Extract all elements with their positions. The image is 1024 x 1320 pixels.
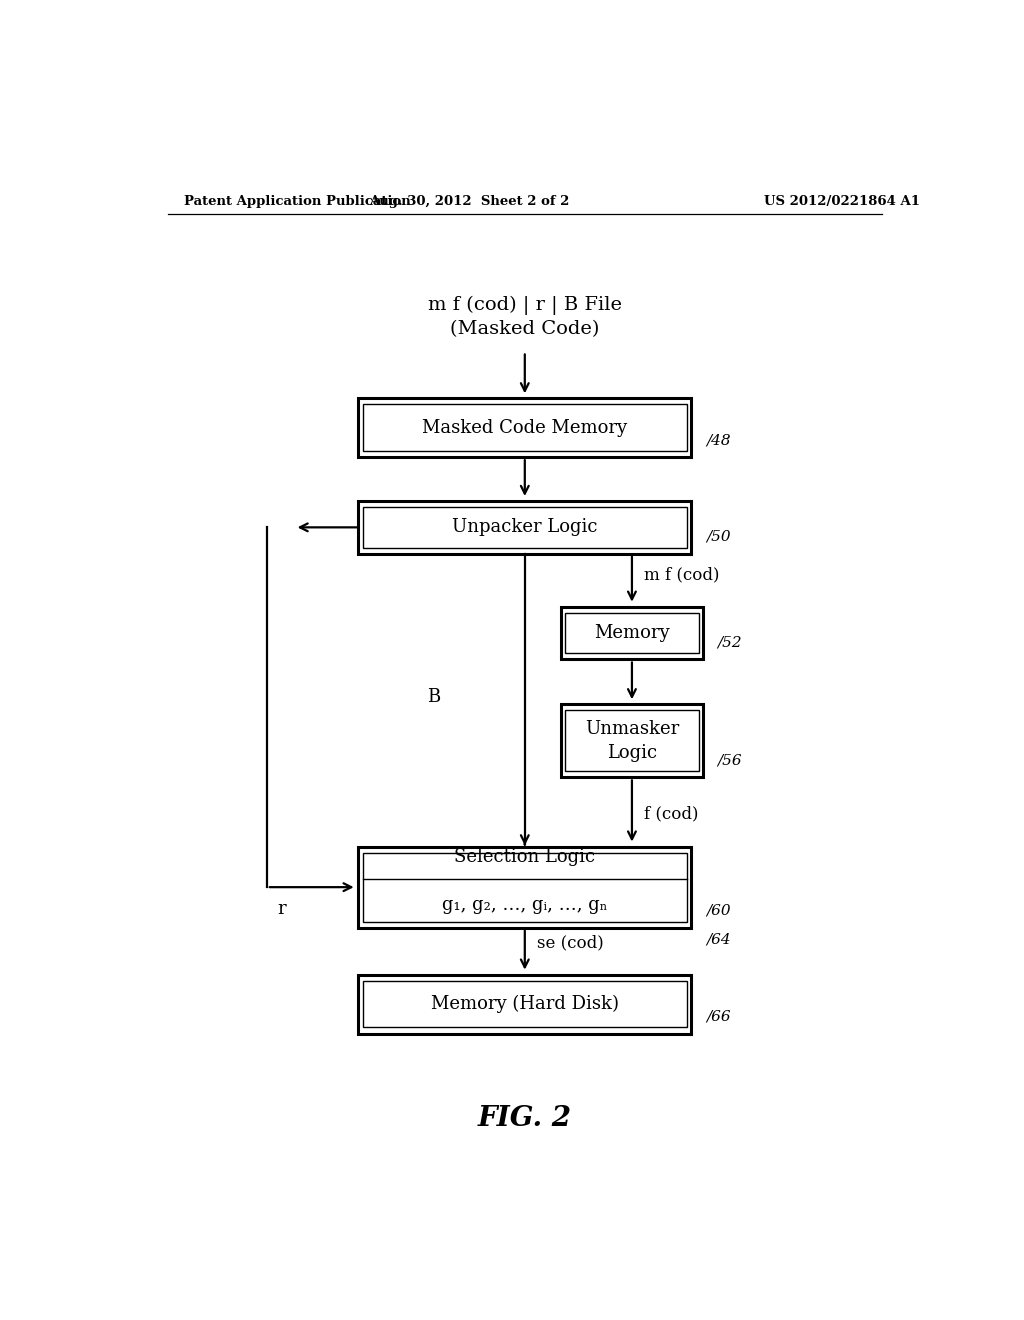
- Bar: [358, 974, 691, 1034]
- Text: US 2012/0221864 A1: US 2012/0221864 A1: [764, 194, 921, 207]
- Bar: [565, 710, 698, 771]
- Text: B: B: [427, 688, 440, 706]
- Text: /50: /50: [706, 529, 730, 544]
- Text: (Masked Code): (Masked Code): [451, 321, 599, 338]
- Text: /56: /56: [718, 754, 742, 767]
- Bar: [362, 853, 687, 921]
- Text: Patent Application Publication: Patent Application Publication: [183, 194, 411, 207]
- Bar: [358, 846, 691, 928]
- Text: Unmasker: Unmasker: [585, 719, 679, 738]
- Text: se (cod): se (cod): [537, 935, 603, 952]
- Bar: [565, 612, 698, 653]
- Bar: [560, 704, 703, 777]
- Text: Unpacker Logic: Unpacker Logic: [452, 519, 598, 536]
- Bar: [362, 507, 687, 548]
- Text: /52: /52: [718, 635, 742, 649]
- Text: Selection Logic: Selection Logic: [455, 847, 595, 866]
- Text: g₁, g₂, …, gᵢ, …, gₙ: g₁, g₂, …, gᵢ, …, gₙ: [442, 896, 607, 915]
- Text: r: r: [276, 899, 286, 917]
- Text: m f (cod): m f (cod): [644, 566, 719, 583]
- Text: m f (cod) | r | B File: m f (cod) | r | B File: [428, 296, 622, 315]
- Text: Logic: Logic: [607, 744, 657, 762]
- Bar: [362, 981, 687, 1027]
- Bar: [358, 500, 691, 554]
- Text: /64: /64: [706, 933, 730, 946]
- Bar: [362, 404, 687, 451]
- Text: f (cod): f (cod): [644, 805, 698, 822]
- Text: Masked Code Memory: Masked Code Memory: [422, 418, 628, 437]
- Text: Memory (Hard Disk): Memory (Hard Disk): [431, 995, 618, 1014]
- Bar: [358, 399, 691, 457]
- Bar: [560, 607, 703, 660]
- Text: FIG. 2: FIG. 2: [478, 1105, 571, 1133]
- Text: Memory: Memory: [594, 624, 670, 642]
- Text: Aug. 30, 2012  Sheet 2 of 2: Aug. 30, 2012 Sheet 2 of 2: [369, 194, 569, 207]
- Text: /60: /60: [706, 904, 730, 917]
- Text: /66: /66: [706, 1010, 730, 1023]
- Text: /48: /48: [706, 433, 730, 447]
